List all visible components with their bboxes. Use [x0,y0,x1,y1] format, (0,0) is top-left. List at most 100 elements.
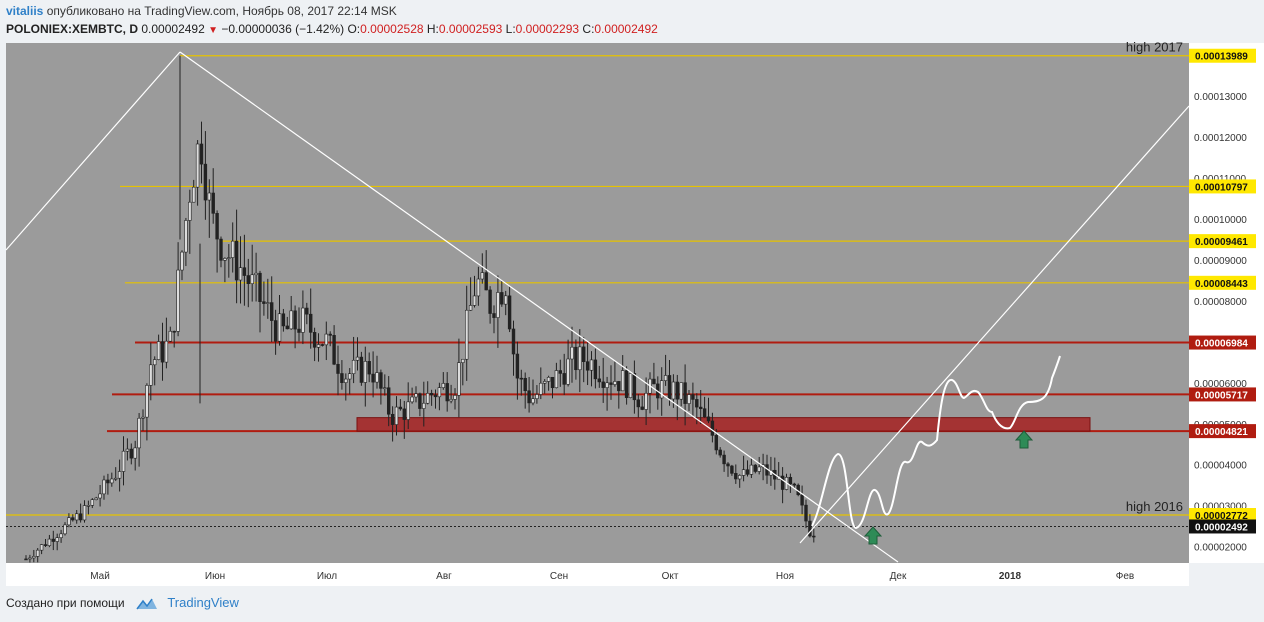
candle-body [238,267,243,281]
level-badge [1189,275,1256,290]
candle-body [620,370,625,392]
publish-info: опубликовано на TradingView.com, Ноябрь … [46,4,397,18]
candle-body [219,238,223,261]
plot-area[interactable] [6,43,1189,563]
candle-body [753,464,758,472]
candle-body [254,272,258,276]
candle-body [554,370,559,389]
tradingview-logo-icon[interactable] [136,597,158,611]
candle-body [792,483,797,486]
up-arrow-icon [863,526,883,545]
y-tick-label: 0.00008000 [1194,297,1247,308]
candle-body [402,408,406,420]
candle-body [51,538,56,542]
candle-body [231,240,235,258]
candle-body [503,295,508,305]
candle-body [722,454,726,465]
candle-body [281,313,286,327]
up-arrow-icon [1014,430,1034,449]
candle-body [320,344,325,346]
candle-body [464,309,469,360]
level-badge-label: 0.00013989 [1195,52,1248,63]
candle-body [745,469,750,475]
candle-body [47,538,52,546]
candle-body [480,272,484,280]
candle-body [137,417,141,449]
candle-body [328,333,332,336]
candle-body [472,295,477,306]
candle-body [367,361,371,375]
candle-body [593,359,598,380]
ohlc-line: POLONIEX:XEMBTC, D 0.00002492 ▼ −0.00000… [6,22,658,36]
candle-body [184,220,188,253]
publish-line: vitaliis опубликовано на TradingView.com… [6,4,397,18]
price-axis[interactable] [1189,43,1264,563]
candle-body [39,544,44,551]
candle-body [75,513,79,521]
candle-body [266,302,270,304]
candle-body [129,448,133,459]
author-name[interactable]: vitaliis [6,4,44,18]
candle-body [433,394,438,398]
candle-body [285,325,289,330]
high-label: H: [426,22,439,36]
candle-body [125,448,130,452]
x-tick-label: Окт [662,571,679,582]
candle-body [121,450,126,472]
candle-body [550,376,555,389]
candle-body [223,258,227,261]
candle-body [515,353,520,379]
candle-body [652,378,656,385]
candle-body [808,520,812,537]
tradingview-link[interactable]: TradingView [167,595,239,610]
candle-body [624,370,629,398]
candle-body [35,549,40,557]
candle-body [687,394,691,404]
candle-body [102,479,106,495]
candle-body [273,320,278,342]
candle-body [192,186,196,203]
close-value: 0.00002492 [594,22,658,36]
candle-body [558,370,563,374]
candle-body [737,475,742,480]
candle-body [734,473,738,480]
candle-body [488,289,492,314]
level-badge [1189,508,1256,523]
candle-body [410,396,414,403]
low-value: 0.00002293 [515,22,580,36]
candle-body [500,292,504,305]
candle-body [496,292,500,318]
candle-body [164,340,169,363]
candle-body [289,310,293,330]
level-badge [1189,179,1256,194]
time-axis[interactable] [6,563,1189,586]
candle-body [301,307,305,333]
candle-body [308,313,313,333]
candle-body [153,359,157,366]
candle-body [659,380,664,399]
candle-body [566,358,570,385]
candle-body [644,392,648,410]
y-tick-label: 0.00006000 [1194,379,1247,390]
candle-body [468,305,473,311]
level-badge-label: 0.00006984 [1195,339,1248,350]
candle-body [63,524,67,535]
candle-body [406,401,410,420]
candle-body [749,464,754,475]
candles [24,55,816,563]
candle-body [168,330,172,342]
candle-body [714,435,719,451]
candle-body [293,310,297,330]
candle-body [581,346,586,362]
candle-body [710,420,715,436]
candle-body [441,383,445,388]
candle-body [277,313,282,342]
trend-line [799,105,1190,544]
candle-body [425,392,430,404]
candle-body [640,406,644,410]
symbol-label: POLONIEX:XEMBTC, D [6,22,139,36]
candle-body [453,395,457,400]
candle-body [718,449,722,456]
level-badge-label: 0.00008443 [1195,279,1248,290]
